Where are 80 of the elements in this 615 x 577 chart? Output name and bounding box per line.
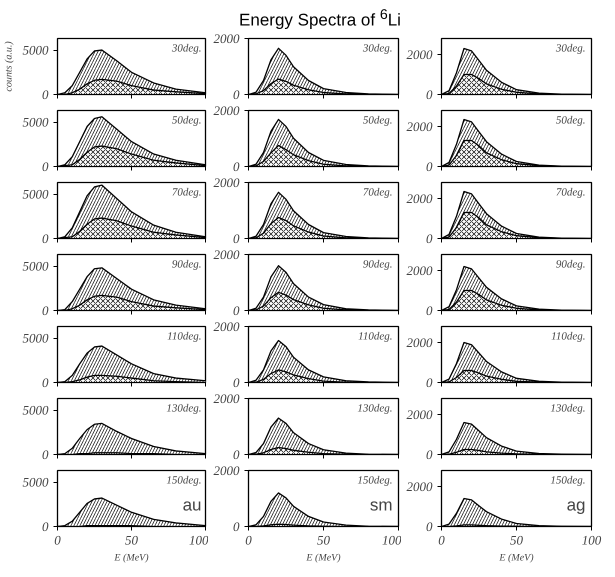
annotation: 150deg. — [550, 474, 586, 486]
x-tick-label: 50 — [510, 532, 524, 548]
y-tick-label: 0 — [426, 231, 433, 246]
y-tick-label: 0 — [42, 519, 49, 534]
y-tick-label: 0 — [42, 87, 49, 102]
y-tick-label: 5000 — [22, 258, 49, 274]
y-tick-label: 2000 — [406, 119, 433, 134]
y-tick-label: 0 — [233, 159, 240, 174]
y-tick-label: 2000 — [406, 47, 433, 62]
y-tick-label: 2000 — [214, 463, 240, 478]
y-tick-label: 0 — [233, 519, 240, 534]
y-tick-label: 0 — [233, 447, 240, 462]
annotation: 110deg. — [358, 330, 393, 342]
x-tick-label: 50 — [125, 532, 138, 548]
annotation: sm — [370, 496, 393, 514]
annotation: 150deg. — [166, 474, 202, 486]
annotation: 130deg. — [357, 402, 393, 414]
y-tick-label: 5000 — [22, 474, 49, 490]
y-tick-label: 2000 — [406, 191, 433, 206]
x-tick-label: 50 — [317, 532, 330, 548]
x-tick-label: 100 — [189, 532, 209, 548]
y-tick-label: 2000 — [406, 479, 433, 494]
y-tick-label: 0 — [42, 375, 49, 390]
x-tick-label: 100 — [582, 532, 602, 548]
annotation: 90deg. — [556, 258, 586, 270]
y-tick-label: 2000 — [214, 31, 240, 46]
annotation: 130deg. — [166, 402, 202, 414]
x-axis-title: E (MeV) — [498, 552, 534, 564]
y-tick-label: 2000 — [214, 247, 240, 262]
y-tick-label: 5000 — [22, 330, 49, 346]
y-tick-label: 0 — [233, 231, 240, 246]
annotation: au — [182, 496, 202, 514]
x-axis-title: E (MeV) — [113, 552, 150, 564]
y-tick-label: 0 — [426, 303, 433, 318]
y-tick-label: 0 — [426, 447, 433, 462]
annotation: 70deg. — [556, 186, 586, 198]
y-tick-label: 5000 — [22, 42, 49, 58]
annotation: ag — [566, 496, 586, 514]
x-axis-title: E (MeV) — [305, 552, 342, 564]
y-tick-label: 0 — [426, 519, 433, 534]
annotation: 30deg. — [554, 42, 586, 54]
y-tick-label: 5000 — [22, 114, 49, 130]
annotation: 70deg. — [362, 186, 393, 198]
y-tick-label: 0 — [42, 447, 49, 462]
annotation: 50deg. — [556, 114, 586, 126]
y-tick-label: 0 — [426, 375, 433, 390]
x-tick-label: 100 — [382, 532, 402, 548]
y-tick-label: 0 — [42, 231, 49, 246]
annotation: 150deg. — [357, 474, 393, 486]
annotation: 50deg. — [362, 114, 393, 126]
annotation: 30deg. — [362, 42, 393, 54]
y-tick-label: 0 — [42, 303, 49, 318]
chart-title: Energy Spectra of $^{6}$Li — [239, 6, 401, 32]
x-tick-label: 0 — [438, 532, 446, 548]
y-tick-label: 0 — [233, 375, 240, 390]
annotation: 90deg. — [362, 258, 393, 270]
annotation: 30deg. — [170, 42, 202, 54]
y-tick-label: 2000 — [406, 407, 433, 422]
y-tick-label: 2000 — [406, 335, 433, 350]
y-tick-label: 2000 — [214, 175, 240, 190]
y-tick-label: 0 — [426, 87, 433, 102]
y-tick-label: 5000 — [22, 186, 49, 202]
y-tick-label: 0 — [426, 159, 433, 174]
y-tick-label: 0 — [233, 303, 240, 318]
annotation: 50deg. — [172, 114, 202, 126]
y-tick-label: 0 — [233, 87, 240, 102]
annotation: 130deg. — [550, 402, 586, 414]
x-tick-label: 0 — [54, 532, 62, 548]
annotation: 110deg. — [167, 330, 202, 342]
y-tick-label: 2000 — [406, 263, 433, 278]
x-tick-label: 0 — [245, 532, 252, 548]
annotation: 110deg. — [551, 330, 586, 342]
y-axis-title: counts (a.u.) — [4, 40, 14, 92]
annotation: 90deg. — [172, 258, 202, 270]
y-tick-label: 2000 — [214, 103, 240, 118]
y-tick-label: 2000 — [214, 391, 240, 406]
y-tick-label: 5000 — [22, 402, 49, 418]
annotation: 70deg. — [172, 186, 202, 198]
y-tick-label: 2000 — [214, 319, 240, 334]
y-tick-label: 0 — [42, 159, 49, 174]
